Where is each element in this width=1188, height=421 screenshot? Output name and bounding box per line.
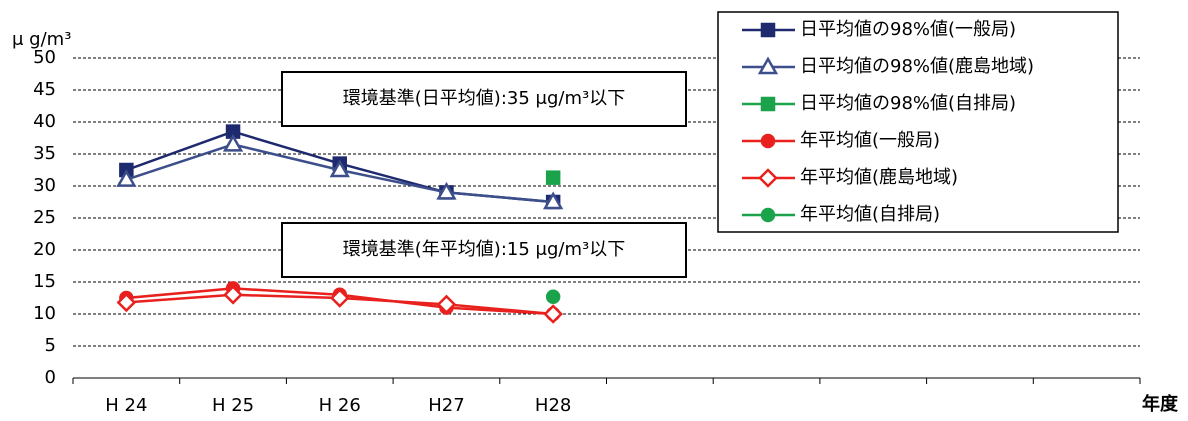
annotation-box bbox=[281, 222, 687, 278]
annotation: 環境基準(年平均値):15 μg/m³以下 bbox=[343, 239, 625, 260]
y-tick-label: 25 bbox=[33, 207, 56, 228]
y-axis-label: μ g/m³ bbox=[12, 29, 71, 50]
point bbox=[116, 292, 137, 313]
legend-label: 日平均値の98%値(一般局) bbox=[800, 19, 1016, 40]
annotation: 環境基準(日平均値):35 μg/m³以下 bbox=[343, 88, 625, 109]
legend-label: 日平均値の98%値(鹿島地域) bbox=[800, 56, 1034, 77]
annotation-box bbox=[281, 71, 687, 127]
legend-label: 日平均値の98%値(自排局) bbox=[800, 93, 1016, 114]
point bbox=[545, 170, 561, 185]
point bbox=[116, 169, 137, 187]
point bbox=[436, 181, 457, 200]
legend-marker bbox=[760, 207, 776, 223]
x-tick-label: H28 bbox=[535, 395, 571, 416]
legend-marker bbox=[757, 56, 779, 75]
x-tick-label: H27 bbox=[428, 395, 464, 416]
x-tick-label: H 25 bbox=[212, 395, 254, 416]
point bbox=[545, 289, 561, 304]
y-tick-label: 5 bbox=[45, 335, 56, 356]
y-tick-label: 15 bbox=[33, 271, 56, 292]
y-tick-label: 40 bbox=[33, 111, 56, 132]
point bbox=[329, 159, 350, 178]
y-tick-label: 35 bbox=[33, 143, 56, 164]
y-tick-label: 10 bbox=[33, 303, 56, 324]
point bbox=[329, 288, 350, 308]
point bbox=[222, 133, 244, 152]
point bbox=[223, 285, 243, 305]
legend-label: 年平均値(鹿島地域) bbox=[800, 167, 958, 188]
y-tick-label: 0 bbox=[45, 367, 56, 388]
y-tick-label: 50 bbox=[33, 47, 56, 68]
y-tick-label: 30 bbox=[33, 175, 56, 196]
point bbox=[542, 191, 564, 210]
point bbox=[543, 304, 563, 324]
legend-marker bbox=[760, 96, 776, 112]
legend-label: 年平均値(自排局) bbox=[800, 204, 940, 225]
legend-marker bbox=[760, 133, 776, 149]
x-tick-label: H 24 bbox=[105, 395, 147, 416]
y-tick-label: 20 bbox=[33, 239, 56, 260]
x-axis-label: 年度 bbox=[1142, 393, 1179, 415]
legend-marker bbox=[760, 22, 776, 38]
point bbox=[436, 294, 457, 315]
legend-label: 年平均値(一般局) bbox=[800, 130, 940, 151]
legend-marker bbox=[758, 168, 778, 188]
x-tick-label: H 26 bbox=[319, 395, 361, 416]
y-tick-label: 45 bbox=[33, 79, 56, 100]
legend-box bbox=[717, 11, 1119, 233]
